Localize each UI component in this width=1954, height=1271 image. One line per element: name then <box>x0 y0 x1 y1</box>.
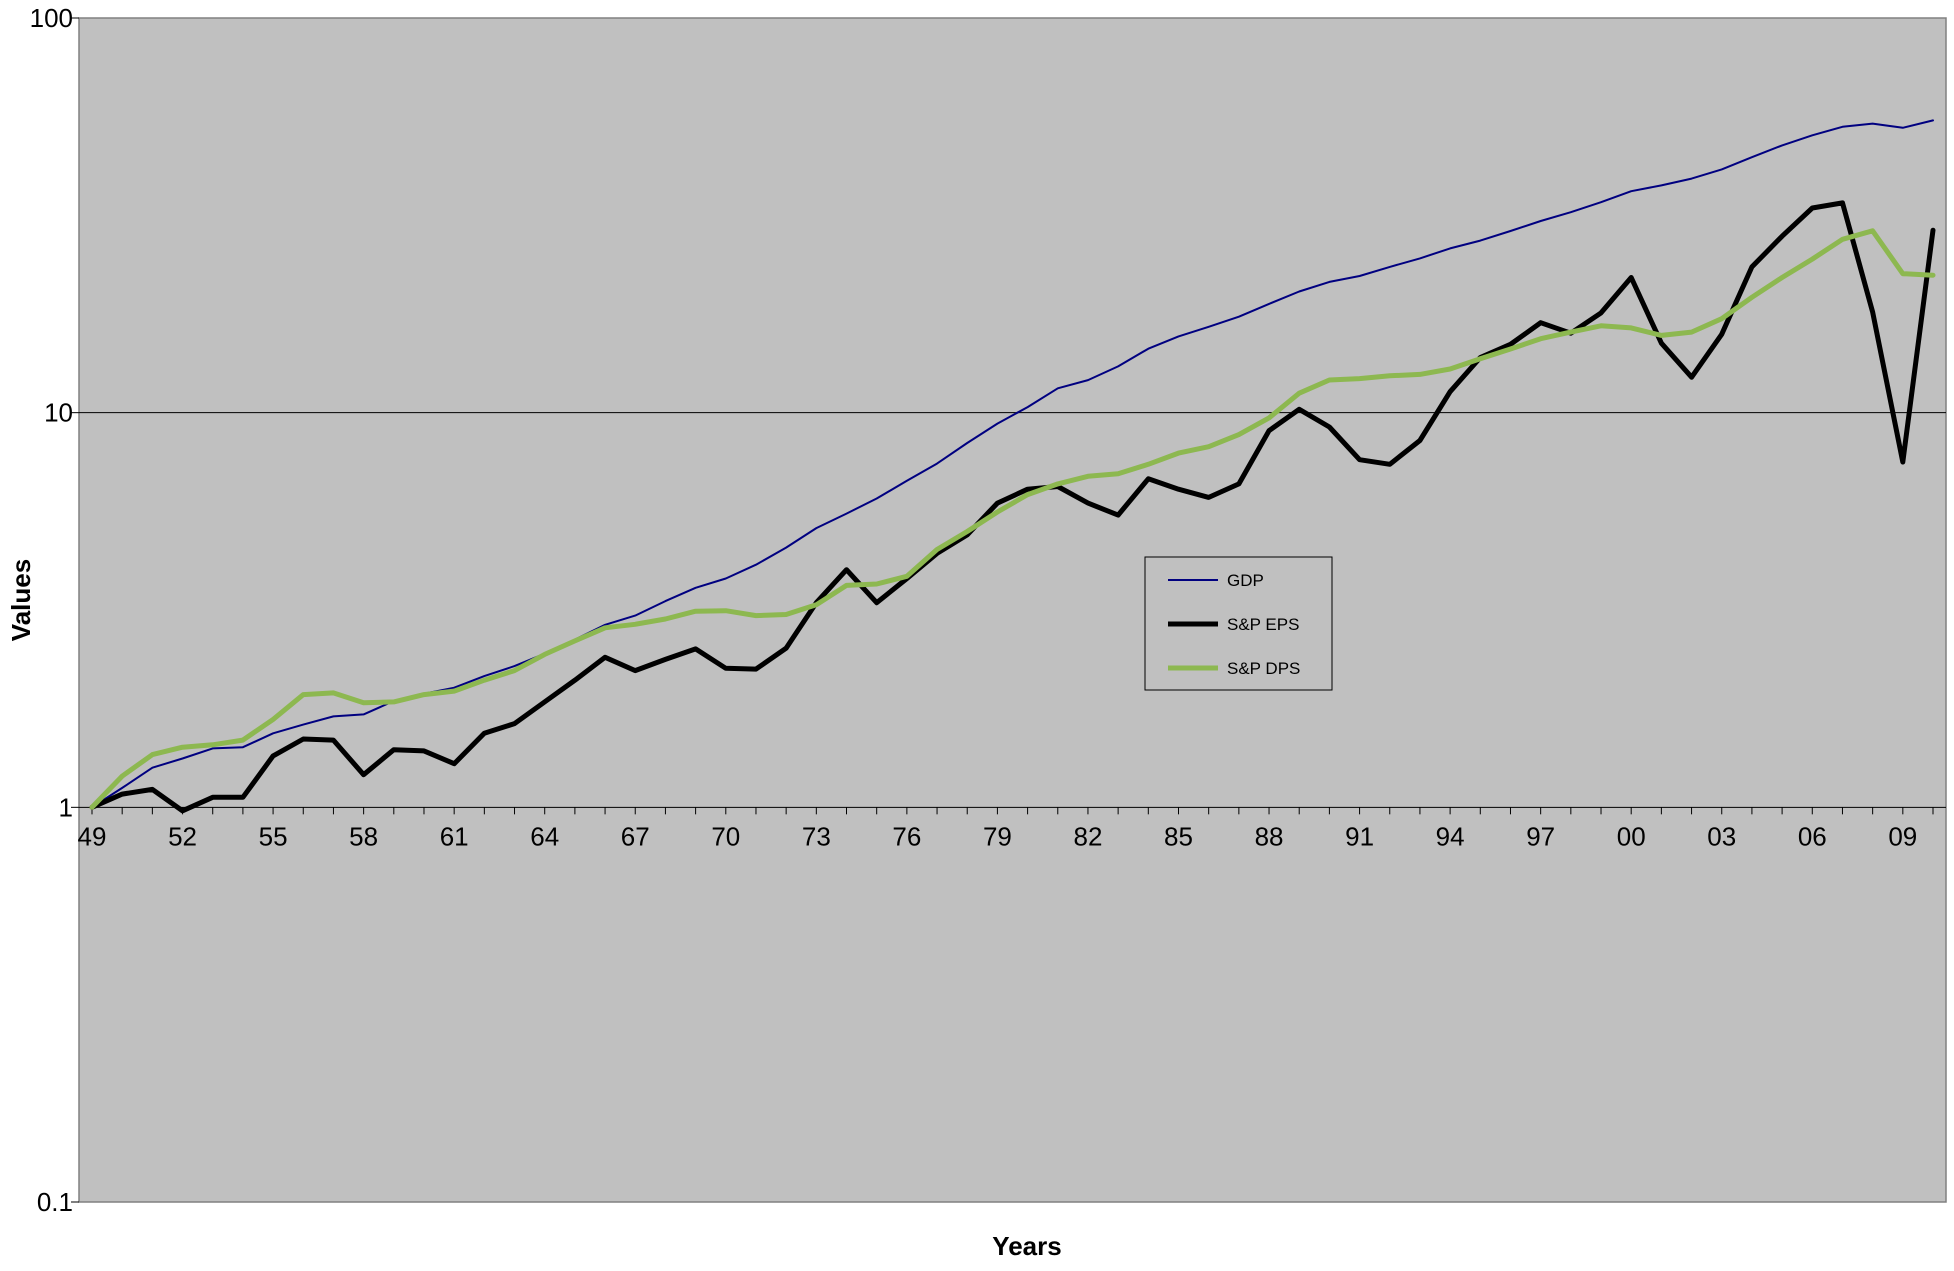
y-tick-label: 0.1 <box>37 1187 73 1217</box>
x-tick-label: 88 <box>1255 821 1284 851</box>
x-tick-label: 58 <box>349 821 378 851</box>
legend-label-sp-eps: S&P EPS <box>1227 615 1299 634</box>
x-tick-label: 03 <box>1707 821 1736 851</box>
x-tick-label: 55 <box>259 821 288 851</box>
x-tick-label: 49 <box>78 821 107 851</box>
series-lines <box>89 119 1936 814</box>
y-tick-label: 10 <box>44 398 73 428</box>
legend: GDP S&P EPS S&P DPS <box>1144 556 1333 691</box>
x-tick-label: 70 <box>711 821 740 851</box>
x-tick-label: 82 <box>1073 821 1102 851</box>
y-tick-label: 100 <box>30 3 73 33</box>
series-line-sp-dps <box>89 228 1936 810</box>
x-tick-label: 61 <box>440 821 469 851</box>
x-tick-label: 73 <box>802 821 831 851</box>
y-axis-ticks: 100 10 1 0.1 <box>30 3 79 1217</box>
gridlines <box>79 412 1946 808</box>
x-tick-label: 85 <box>1164 821 1193 851</box>
x-tick-label: 76 <box>892 821 921 851</box>
x-tick-label: 00 <box>1617 821 1646 851</box>
legend-label-sp-dps: S&P DPS <box>1227 659 1300 678</box>
series-line-sp-eps <box>89 200 1936 814</box>
x-axis-title: Years <box>992 1231 1061 1261</box>
x-tick-label: 06 <box>1798 821 1827 851</box>
y-axis-title: Values <box>6 559 36 641</box>
x-tick-label: 94 <box>1436 821 1465 851</box>
x-tick-label: 67 <box>621 821 650 851</box>
x-tick-label: 79 <box>983 821 1012 851</box>
x-axis-ticks: 49 52 55 58 61 64 67 70 73 76 79 82 85 88 91 94 97 00 03 06… <box>78 807 1934 851</box>
x-tick-label: 09 <box>1888 821 1917 851</box>
x-tick-label: 91 <box>1345 821 1374 851</box>
x-tick-label: 64 <box>530 821 559 851</box>
plot-area <box>78 17 1947 1203</box>
y-tick-label: 1 <box>59 792 73 822</box>
x-tick-label: 52 <box>168 821 197 851</box>
x-tick-label: 97 <box>1526 821 1555 851</box>
legend-label-gdp: GDP <box>1227 571 1264 590</box>
